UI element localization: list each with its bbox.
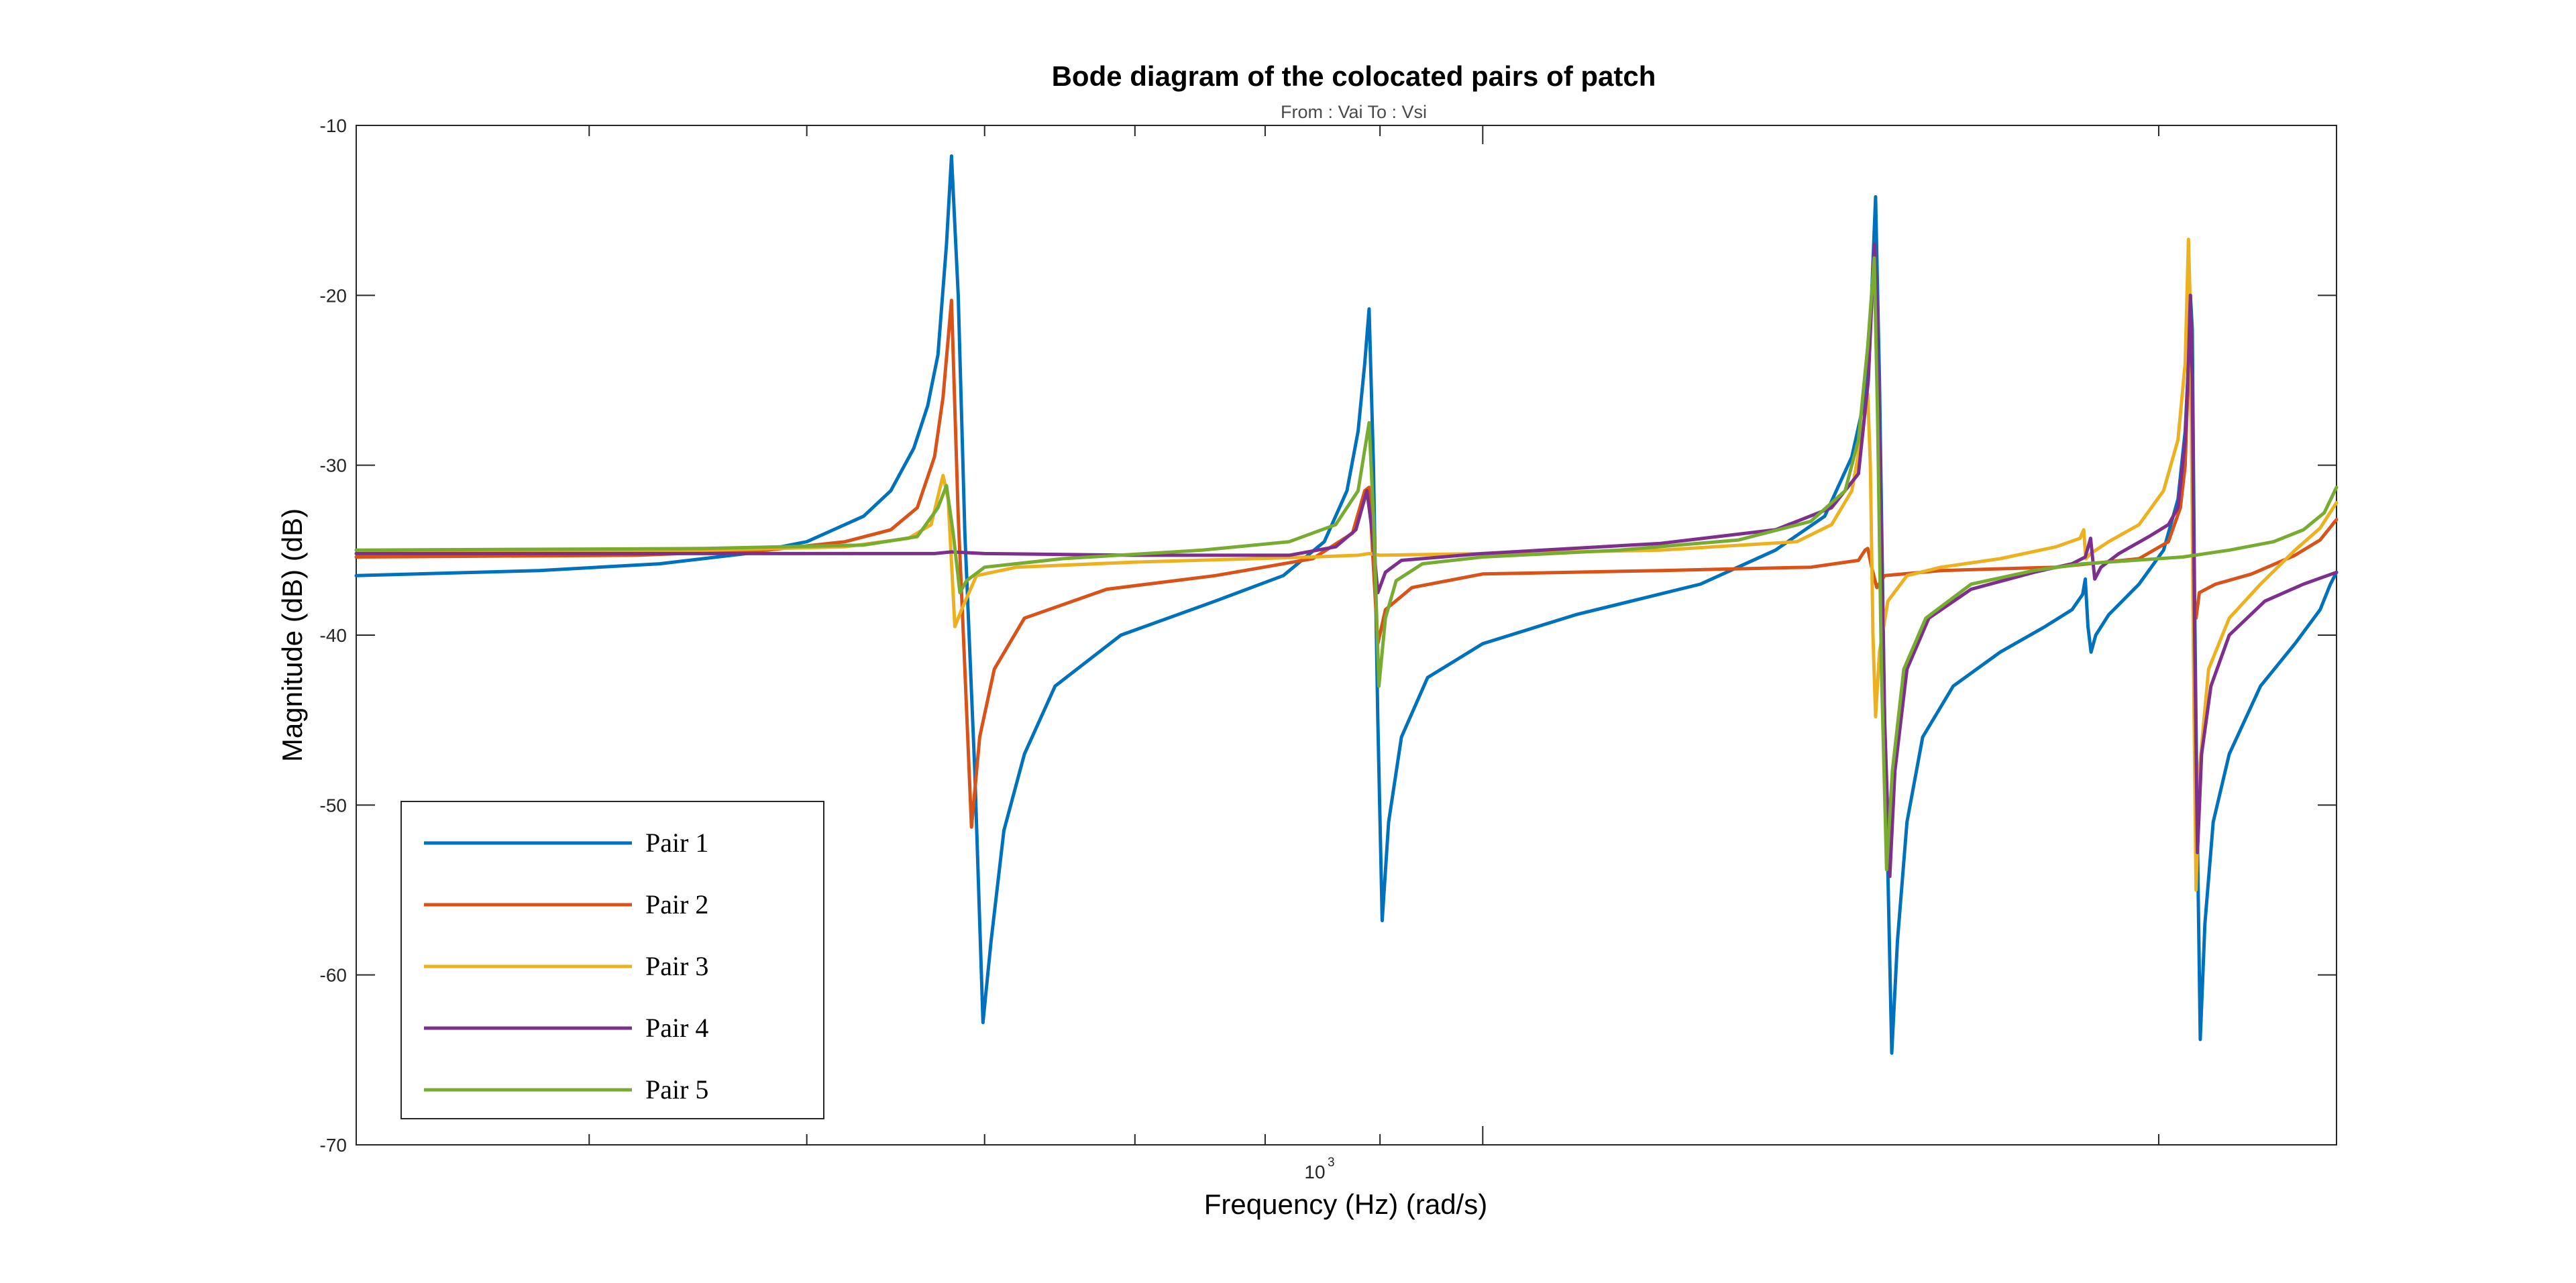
x-tick-label: 10 3: [1304, 1156, 1334, 1182]
y-tick-labels: -70 -60 -50 -40 -30 -20 -10: [320, 115, 347, 1156]
y-tick-label: -10: [320, 115, 347, 136]
y-axis-label: Magnitude (dB) (dB): [276, 508, 308, 762]
series-line-pair-5: [354, 256, 2339, 872]
series-line-pair-4: [354, 242, 2339, 879]
series-group: [354, 154, 2339, 1055]
axis-ticks: [356, 125, 2337, 1146]
y-tick-label: -40: [320, 625, 347, 646]
legend-label-pair-3: Pair 3: [645, 951, 708, 981]
y-tick-label: -50: [320, 795, 347, 816]
x-axis-label: Frequency (Hz) (rad/s): [1204, 1188, 1487, 1220]
y-tick-label: -30: [320, 455, 347, 476]
legend: Pair 1 Pair 2 Pair 3 Pair 4 Pair 5: [400, 801, 824, 1119]
y-tick-label: -70: [320, 1135, 347, 1156]
x-tick-label-base: 10: [1304, 1162, 1325, 1182]
legend-box: [400, 801, 824, 1119]
y-tick-label: -20: [320, 285, 347, 306]
legend-label-pair-4: Pair 4: [645, 1013, 708, 1043]
chart-title: Bode diagram of the colocated pairs of p…: [1052, 60, 1656, 92]
chart-subtitle: From : Vai To : Vsi: [1281, 102, 1427, 122]
x-tick-label-exponent: 3: [1328, 1156, 1335, 1170]
legend-label-pair-2: Pair 2: [645, 889, 708, 919]
y-tick-label: -60: [320, 965, 347, 986]
legend-label-pair-1: Pair 1: [645, 828, 708, 858]
legend-label-pair-5: Pair 5: [645, 1074, 708, 1105]
